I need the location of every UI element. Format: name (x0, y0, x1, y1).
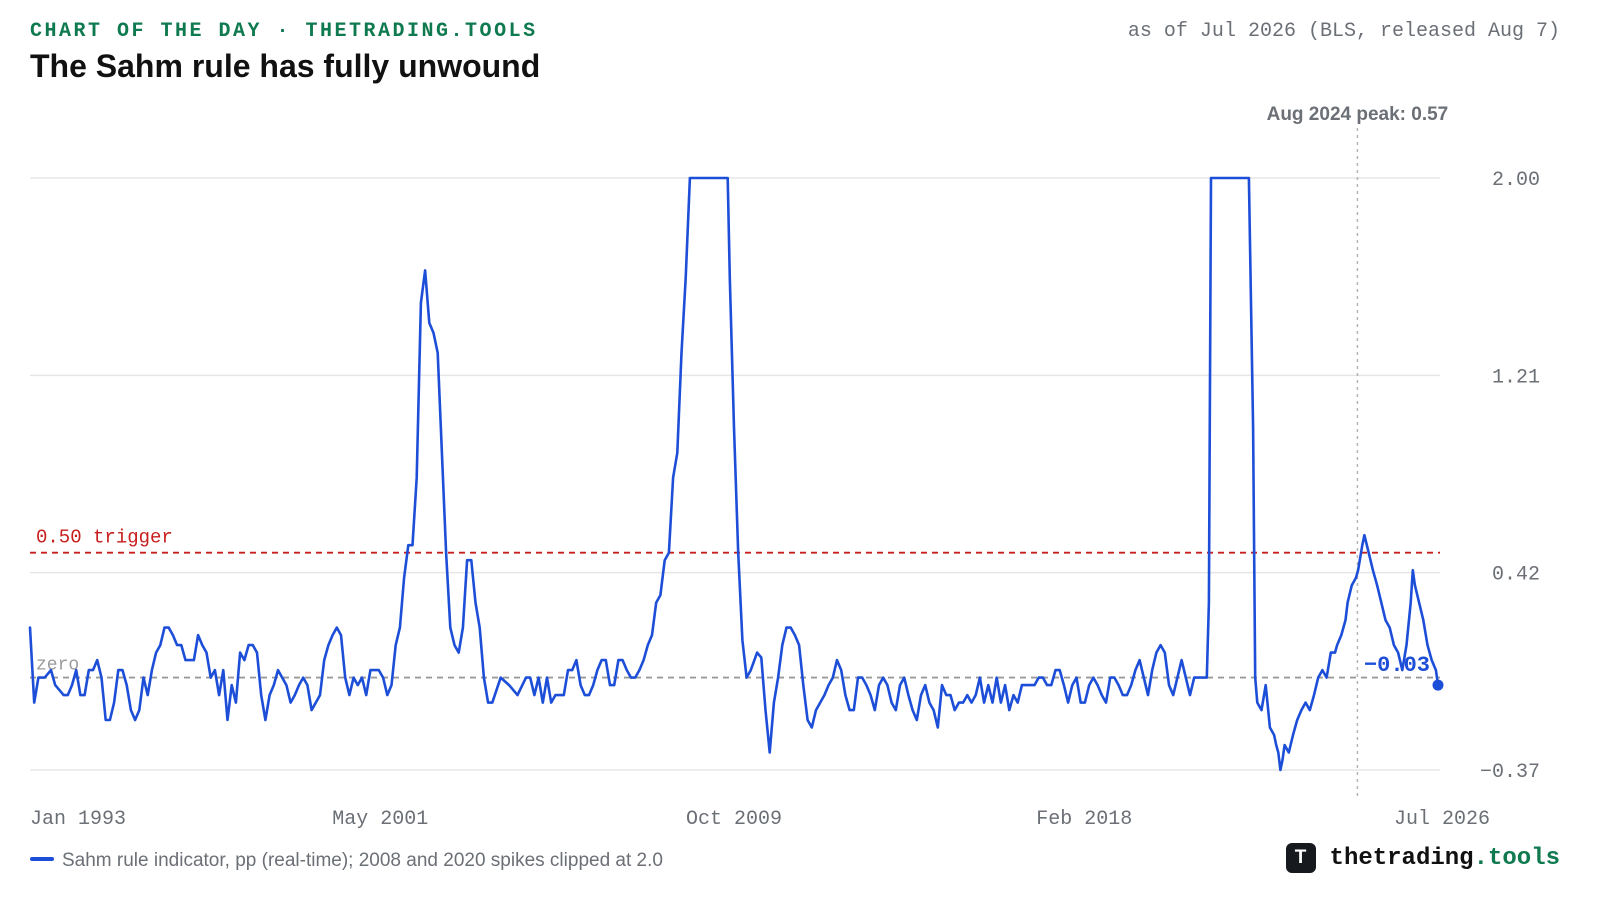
x-tick-label: Jul 2026 (1394, 808, 1490, 831)
brand[interactable]: T thetrading.tools (1285, 843, 1560, 873)
as-of-note: as of Jul 2026 (BLS, released Aug 7) (1127, 20, 1560, 43)
brand-name: thetrading.tools (1330, 845, 1560, 872)
chart-title: The Sahm rule has fully unwound (30, 48, 541, 84)
x-tick-label: Oct 2009 (686, 808, 782, 831)
x-tick-label: Jan 1993 (30, 808, 126, 831)
y-tick-label: −0.37 (1480, 761, 1540, 784)
brand-logo-icon: T (1285, 843, 1316, 873)
peak-annotation: Aug 2024 peak: 0.57 (1267, 104, 1449, 125)
legend: Sahm rule indicator, pp (real-time); 200… (30, 850, 663, 872)
zero-label: zero (36, 656, 79, 676)
brand-name-tld: .tools (1473, 844, 1560, 872)
y-tick-label: 0.42 (1492, 564, 1540, 587)
trigger-label: 0.50 trigger (36, 527, 173, 549)
last-value-dot (1432, 679, 1444, 691)
legend-label: Sahm rule indicator, pp (real-time); 200… (62, 850, 663, 871)
brand-name-main: thetrading (1329, 844, 1474, 872)
chart-canvas: 2.00 1.21 0.42 −0.37 Jan 1993 May 2001 Oct 200… (28, 104, 1540, 831)
chart-kicker: CHART OF THE DAY · THETRADING.TOOLS (30, 20, 538, 43)
legend-swatch (30, 856, 54, 861)
last-value-label: −0.03 (1364, 653, 1430, 678)
x-tick-label: Feb 2018 (1036, 808, 1132, 831)
y-tick-label: 2.00 (1492, 169, 1540, 192)
series-line-sahm-indicator (28, 176, 1440, 772)
x-tick-label: May 2001 (332, 808, 428, 831)
y-tick-label: 1.21 (1492, 366, 1540, 389)
